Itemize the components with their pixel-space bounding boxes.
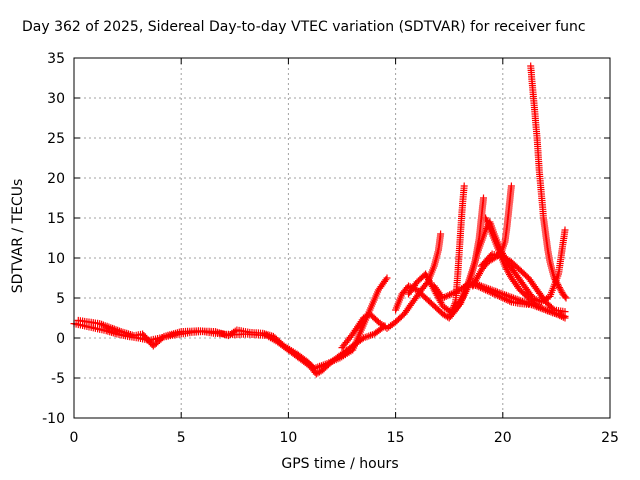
- x-tick-label: 25: [601, 430, 619, 446]
- x-tick-label: 5: [177, 430, 186, 446]
- series-sat-c: [338, 230, 445, 352]
- y-tick-label: 15: [47, 211, 65, 227]
- y-tick-label: -5: [51, 371, 65, 387]
- tick-layer: 0 5 10 15 20 25 -10 -5 0 5 10 15 20 25 30 35: [42, 51, 619, 446]
- x-tick-label: 20: [494, 430, 512, 446]
- plot-frame: [73, 57, 611, 419]
- y-tick-label: -10: [42, 411, 65, 427]
- series-sat-e: [405, 182, 468, 316]
- y-tick-label: 35: [47, 51, 65, 67]
- series-markers: [430, 280, 532, 308]
- y-axis-label: SDTVAR / TECUs: [10, 178, 26, 294]
- chart-title: Day 362 of 2025, Sidereal Day-to-day VTE…: [22, 19, 586, 35]
- x-axis-label: GPS time / hours: [281, 456, 399, 472]
- series-markers: [338, 230, 445, 352]
- y-tick-label: 10: [47, 251, 65, 267]
- x-tick-label: 10: [279, 430, 297, 446]
- series-markers: [482, 214, 569, 322]
- x-tick-label: 15: [387, 430, 405, 446]
- x-tick-label: 0: [70, 430, 79, 446]
- series-markers: [405, 182, 468, 316]
- series-sat-l: [430, 280, 532, 308]
- series-sat-k: [527, 62, 570, 302]
- grid-layer: [74, 58, 610, 418]
- y-tick-label: 30: [47, 91, 65, 107]
- y-tick-label: 20: [47, 171, 65, 187]
- series-sat-b: [74, 274, 391, 372]
- series-markers: [527, 62, 570, 302]
- series-markers: [74, 274, 391, 372]
- y-tick-label: 25: [47, 131, 65, 147]
- y-tick-label: 5: [56, 291, 65, 307]
- series-sat-j: [482, 214, 569, 322]
- y-tick-label: 0: [56, 331, 65, 347]
- data-layer: [70, 62, 570, 378]
